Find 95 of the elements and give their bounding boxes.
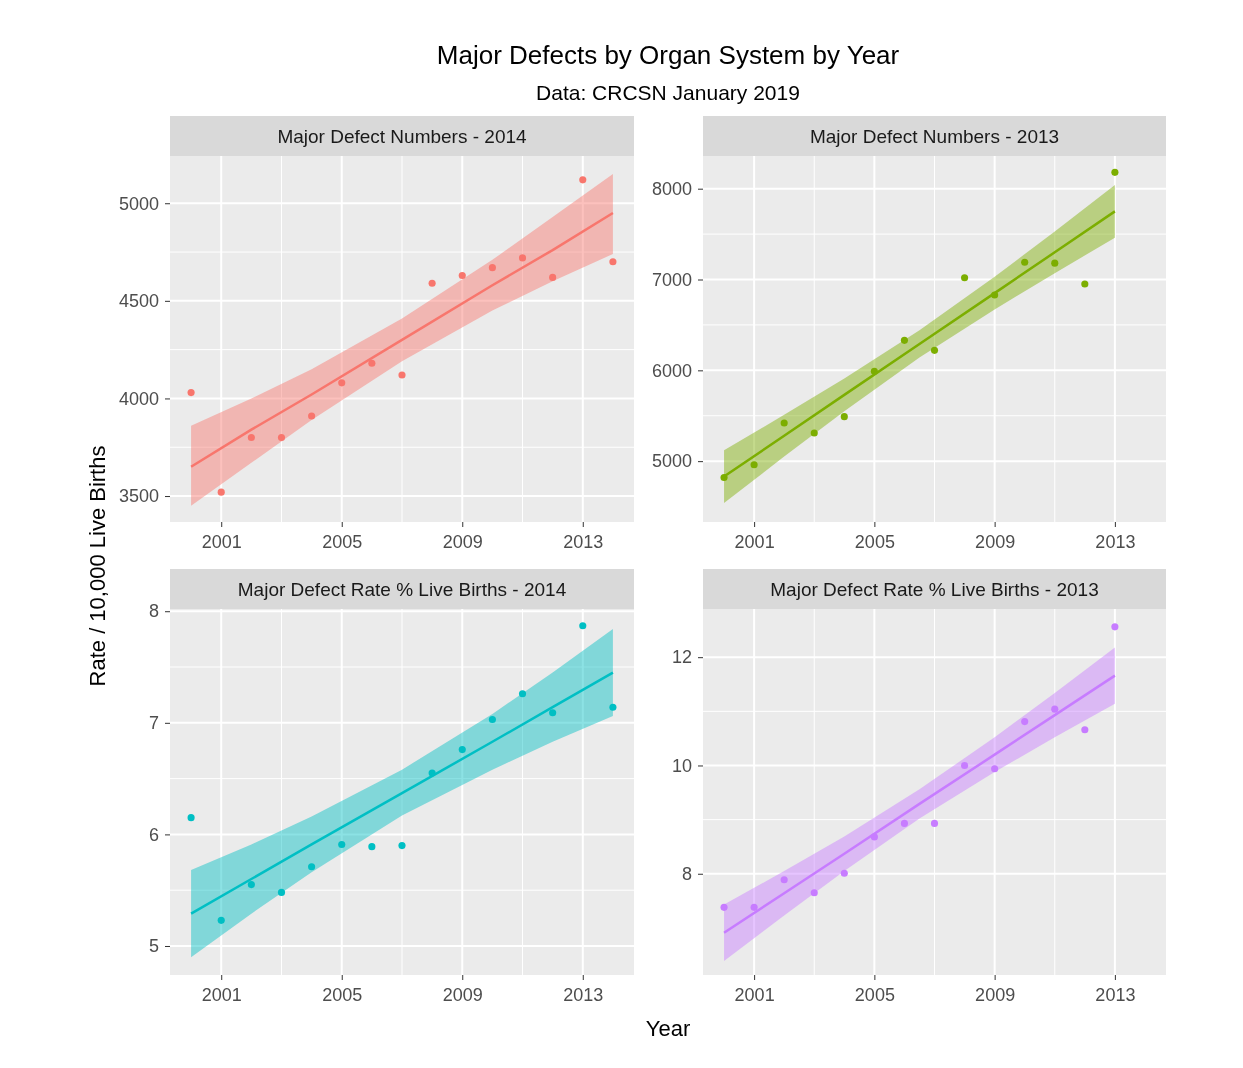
x-tick-label: 2013 [1095, 531, 1136, 552]
point [308, 412, 316, 420]
point [810, 889, 818, 897]
y-tick-label: 5 [148, 936, 159, 957]
point [368, 843, 376, 851]
point [488, 264, 496, 272]
point [579, 622, 587, 630]
x-tick-label: 2001 [201, 531, 242, 552]
point [1111, 623, 1119, 631]
x-tick-label: 2001 [734, 531, 775, 552]
x-tick-label: 2009 [442, 531, 483, 552]
point [840, 869, 848, 877]
point [1021, 718, 1029, 726]
y-tick-label: 5000 [651, 451, 692, 472]
point [488, 715, 496, 724]
chart-title: Major Defect Numbers - 2014 [277, 126, 528, 147]
point [398, 842, 406, 850]
point [458, 746, 466, 754]
point [428, 279, 436, 287]
point [368, 359, 376, 367]
chart-title: Major Defect Rate % Live Births - 2013 [770, 579, 1099, 600]
y-tick-label: 7000 [651, 269, 692, 290]
point [277, 888, 286, 896]
y-tick-label: 6000 [651, 360, 692, 381]
point [750, 903, 758, 911]
line-series [722, 674, 1117, 935]
x-tick-label: 2005 [854, 984, 895, 1005]
y-tick-label: 4000 [118, 388, 159, 409]
point [900, 819, 908, 827]
point [338, 840, 346, 849]
point [1021, 258, 1029, 266]
x-tick-label: 2013 [563, 984, 604, 1005]
y-tick-label: 10 [671, 755, 692, 776]
text: Year [645, 1016, 691, 1041]
point [549, 709, 557, 717]
point [1081, 280, 1089, 288]
x-tick-label: 2005 [322, 984, 363, 1005]
point [930, 346, 939, 354]
chart-title: Major Defect Numbers - 2013 [809, 126, 1060, 147]
x-tick-label: 2005 [854, 531, 895, 552]
point [1081, 726, 1089, 734]
y-tick-label: 8 [681, 864, 692, 885]
y-tick-label: 6 [148, 824, 159, 845]
text: Data: CRCSN January 2019 [536, 81, 800, 104]
point [518, 690, 527, 698]
y-tick-label: 8 [148, 601, 159, 622]
y-tick-label: 3500 [118, 486, 159, 507]
point [961, 274, 969, 282]
point [338, 379, 346, 387]
point [961, 761, 969, 770]
x-tick-label: 2005 [322, 531, 363, 552]
point [780, 419, 788, 427]
y-tick-label: 8000 [651, 178, 692, 199]
y-tick-label: 7 [148, 713, 159, 734]
point [247, 881, 255, 889]
point [277, 433, 286, 442]
point [780, 876, 788, 884]
point [308, 863, 316, 871]
point [609, 258, 617, 266]
x-tick-label: 2001 [734, 984, 775, 1005]
point [609, 703, 617, 711]
y-tick-label: 4500 [118, 291, 159, 312]
text: Major Defects by Organ System by Year [436, 40, 900, 70]
point [991, 765, 999, 773]
line-series [189, 211, 615, 469]
point [750, 461, 758, 469]
point [720, 903, 728, 911]
point [1051, 259, 1059, 267]
x-tick-label: 2009 [975, 984, 1016, 1005]
point [1111, 168, 1119, 176]
point [840, 413, 848, 421]
point [217, 488, 225, 496]
x-tick-label: 2009 [442, 984, 483, 1005]
point [579, 176, 587, 184]
point [810, 429, 818, 437]
point [247, 433, 255, 442]
point [1051, 705, 1059, 713]
point [458, 271, 466, 280]
text: Rate / 10,000 Live Births [85, 445, 110, 687]
point [398, 371, 406, 379]
line-series [189, 671, 615, 915]
x-tick-label: 2001 [201, 984, 242, 1005]
chart-title: Major Defect Rate % Live Births - 2014 [237, 579, 567, 600]
point [549, 273, 557, 281]
point [900, 336, 908, 344]
point [930, 819, 939, 827]
x-tick-label: 2009 [975, 531, 1016, 552]
point [518, 254, 527, 262]
x-tick-label: 2013 [563, 531, 604, 552]
point [217, 916, 225, 924]
y-tick-label: 12 [671, 647, 692, 668]
point [187, 389, 195, 397]
point [187, 814, 195, 822]
x-tick-label: 2013 [1095, 984, 1136, 1005]
y-tick-label: 5000 [118, 193, 159, 214]
